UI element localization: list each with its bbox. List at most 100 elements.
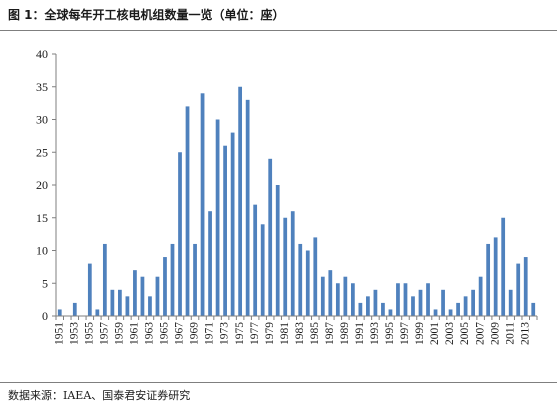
- x-tick-label: 1991: [354, 322, 366, 345]
- bar-1995: [388, 309, 393, 316]
- bar-1980: [275, 185, 280, 316]
- bar-1982: [290, 211, 295, 316]
- bar-1984: [305, 250, 310, 316]
- y-tick-label: 20: [36, 178, 48, 192]
- bar-1965: [163, 257, 167, 316]
- title-rule: [0, 30, 557, 31]
- bar-1986: [320, 276, 325, 316]
- x-tick-label: 2011: [504, 322, 516, 345]
- x-tick-label: 2009: [489, 322, 501, 345]
- y-tick-label: 35: [36, 80, 48, 94]
- bar-1962: [140, 276, 145, 316]
- x-tick-label: 1977: [249, 322, 261, 345]
- x-tick-label: 2001: [429, 322, 441, 345]
- x-tick-label: 1975: [234, 322, 246, 345]
- bar-2010: [501, 217, 506, 316]
- x-tick-label: 1989: [339, 322, 351, 345]
- bar-1999: [418, 289, 423, 316]
- x-tick-label: 1981: [279, 322, 291, 345]
- bar-1955: [87, 263, 92, 316]
- x-axis: 1951 1953 1955 1957 1959 1961 1963 1965 1967 1969…: [53, 315, 538, 345]
- bar-1990: [350, 283, 355, 316]
- bar-1959: [118, 289, 122, 316]
- bar-1956: [95, 309, 100, 316]
- bar-2013: [523, 257, 528, 316]
- bar-1987: [328, 270, 333, 316]
- bar-1953: [72, 302, 77, 316]
- x-tick-label: 1967: [174, 322, 186, 345]
- bar-1991: [358, 302, 363, 316]
- bar-2009: [493, 237, 498, 316]
- bar-2002: [441, 289, 445, 316]
- x-tick-label: 1963: [144, 322, 156, 345]
- bar-1976: [245, 99, 250, 316]
- x-tick-label: 1985: [309, 322, 321, 345]
- bar-1988: [335, 283, 340, 316]
- x-tick-label: 2007: [474, 322, 486, 345]
- bar-1963: [148, 296, 152, 316]
- y-tick-label: 0: [42, 309, 48, 323]
- bar-1969: [193, 243, 197, 316]
- x-tick-label: 1959: [114, 322, 126, 345]
- y-tick-label: 15: [36, 211, 48, 225]
- bar-1979: [268, 158, 273, 316]
- bar-2004: [456, 302, 460, 316]
- bar-1997: [403, 283, 408, 316]
- x-tick-label: 1961: [129, 322, 141, 345]
- x-tick-label: 1969: [189, 322, 201, 345]
- bar-1983: [298, 243, 303, 316]
- x-tick-label: 1987: [324, 322, 336, 345]
- bar-1951: [57, 309, 62, 316]
- x-tick-label: 1971: [204, 322, 216, 345]
- bar-1977: [253, 204, 258, 316]
- source-rule: [0, 382, 557, 383]
- bar-2007: [478, 276, 483, 316]
- bar-1961: [133, 270, 137, 316]
- bar-1975: [238, 86, 243, 316]
- y-tick-label: 10: [36, 244, 48, 258]
- bar-1993: [373, 289, 378, 316]
- bar-1974: [230, 132, 235, 316]
- bar-2008: [486, 243, 491, 316]
- bar-2003: [448, 309, 453, 316]
- bar-1978: [260, 224, 265, 316]
- x-tick-label: 1997: [399, 322, 411, 345]
- x-tick-label: 1983: [294, 322, 306, 345]
- bar-1998: [411, 296, 415, 316]
- bar-2014: [531, 302, 536, 316]
- x-tick-label: 2005: [459, 322, 471, 345]
- bar-1964: [155, 276, 160, 316]
- x-tick-label: 1951: [53, 322, 65, 345]
- x-tick-label: 1955: [83, 322, 95, 345]
- x-tick-label: 1957: [98, 322, 110, 345]
- x-tick-label: 1995: [384, 322, 396, 345]
- bar-1966: [170, 243, 175, 316]
- y-tick-label: 5: [42, 276, 48, 290]
- bar-2000: [426, 283, 430, 316]
- bar-1985: [313, 237, 318, 316]
- bar-1981: [283, 217, 288, 316]
- bar-2005: [463, 296, 468, 316]
- y-tick-label: 40: [36, 47, 48, 61]
- bar-1967: [178, 152, 182, 316]
- chart-title: 图 1：全球每年开工核电机组数量一览（单位：座）: [8, 8, 285, 22]
- x-tick-label: 1993: [369, 322, 381, 345]
- source-note: 数据来源：IAEA、国泰君安证券研究: [8, 389, 191, 402]
- y-tick-label: 25: [36, 145, 48, 159]
- x-tick-label: 2013: [519, 322, 531, 345]
- bar-2001: [433, 309, 438, 316]
- y-axis: 0 5 10 15 20 25 30 35 40: [36, 47, 57, 323]
- x-tick-label: 1953: [68, 322, 80, 345]
- bar-1971: [208, 211, 212, 316]
- bar-2012: [516, 263, 521, 316]
- x-tick-label: 2003: [444, 322, 456, 345]
- bar-2006: [471, 289, 475, 316]
- bar-1994: [381, 302, 385, 316]
- bar-1989: [343, 276, 348, 316]
- bar-2011: [508, 289, 513, 316]
- x-tick-label: 1999: [414, 322, 426, 345]
- y-tick-label: 30: [36, 113, 48, 127]
- bar-1968: [185, 106, 190, 317]
- bars: [57, 86, 536, 317]
